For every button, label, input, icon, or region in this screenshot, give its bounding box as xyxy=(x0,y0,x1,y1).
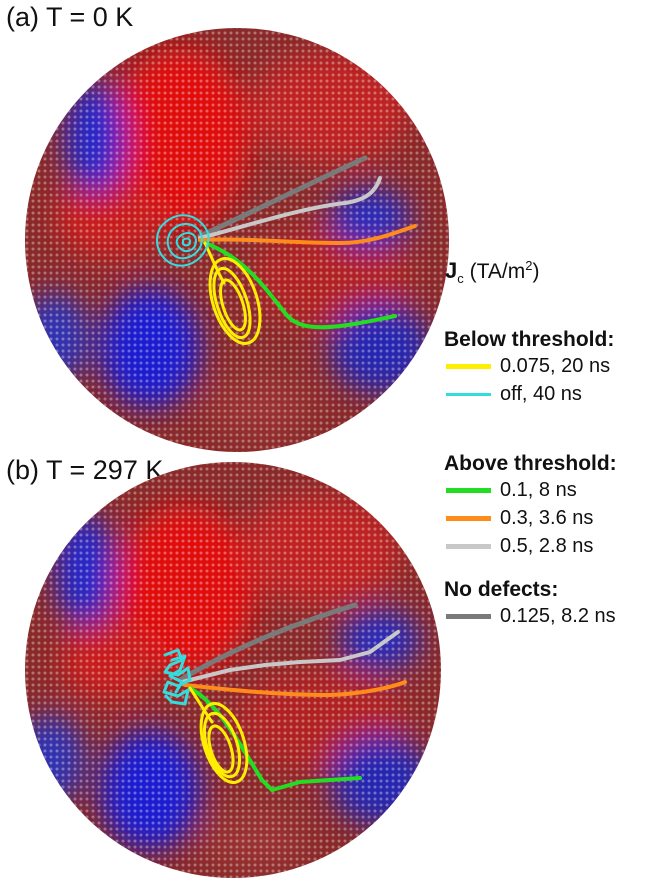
legend-swatch-yellow xyxy=(446,363,491,369)
legend-item-label: 0.075, 20 ns xyxy=(500,354,611,377)
legend-item: 0.3, 3.6 ns xyxy=(444,504,649,532)
panel-b-trace-off xyxy=(162,648,192,706)
panel-a-trace-03 xyxy=(198,224,417,245)
panel-b-trace-03 xyxy=(183,680,407,697)
legend-item-label: 0.1, 8 ns xyxy=(500,478,577,501)
legend-item-label: 0.3, 3.6 ns xyxy=(500,506,594,529)
panel-a-trace-off xyxy=(156,214,210,267)
panel-a-trace-01 xyxy=(203,241,397,330)
legend-swatch-lightgray xyxy=(446,543,491,549)
jc-symbol: J xyxy=(445,258,458,283)
legend-item: 0.1, 8 ns xyxy=(444,476,649,504)
legend-below-threshold: Below threshold: 0.075, 20 ns off, 40 ns xyxy=(444,328,649,408)
legend-item-label: 0.5, 2.8 ns xyxy=(500,534,594,557)
panel-b-trace-01 xyxy=(188,686,362,792)
jc-unit: (TA/m xyxy=(469,260,526,283)
panel-b-trace-nodefects xyxy=(177,602,358,683)
panel-b-trace-05 xyxy=(180,630,400,684)
legend-swatch-green xyxy=(446,487,491,493)
legend-above-threshold: Above threshold: 0.1, 8 ns 0.3, 3.6 ns 0… xyxy=(444,452,649,560)
panel-a-trace-05 xyxy=(198,176,382,240)
legend-item-label: 0.125, 8.2 ns xyxy=(500,604,616,627)
legend-above-title: Above threshold: xyxy=(444,452,617,475)
legend-nodefects-title: No defects: xyxy=(444,578,559,601)
panel-b-field xyxy=(25,462,441,878)
legend-item-label: off, 40 ns xyxy=(500,382,582,405)
legend-below-title: Below threshold: xyxy=(444,328,615,351)
legend-item: off, 40 ns xyxy=(444,380,649,408)
panel-b-label: (b) T = 297 K xyxy=(6,455,164,485)
legend-swatch-orange xyxy=(446,515,491,521)
legend-no-defects: No defects: 0.125, 8.2 ns xyxy=(444,578,649,630)
panel-a-label: (a) T = 0 K xyxy=(6,2,134,32)
jc-subscript: c xyxy=(457,271,464,287)
legend-item: 0.125, 8.2 ns xyxy=(444,602,649,630)
legend-item: 0.5, 2.8 ns xyxy=(444,532,649,560)
panel-a-disc-map xyxy=(25,28,449,452)
jc-unit-power: 2 xyxy=(525,258,533,273)
jc-unit-close: ) xyxy=(532,260,540,283)
legend-swatch-gray xyxy=(446,613,491,619)
legend-swatch-cyan xyxy=(446,392,491,396)
legend-item: 0.075, 20 ns xyxy=(444,352,649,380)
colorbar-label: Jc (TA/m2) xyxy=(445,258,539,286)
panel-b-trace-0075 xyxy=(188,686,249,784)
panel-a-trace-nodefects xyxy=(197,155,368,239)
panel-b-disc-map xyxy=(25,462,441,878)
